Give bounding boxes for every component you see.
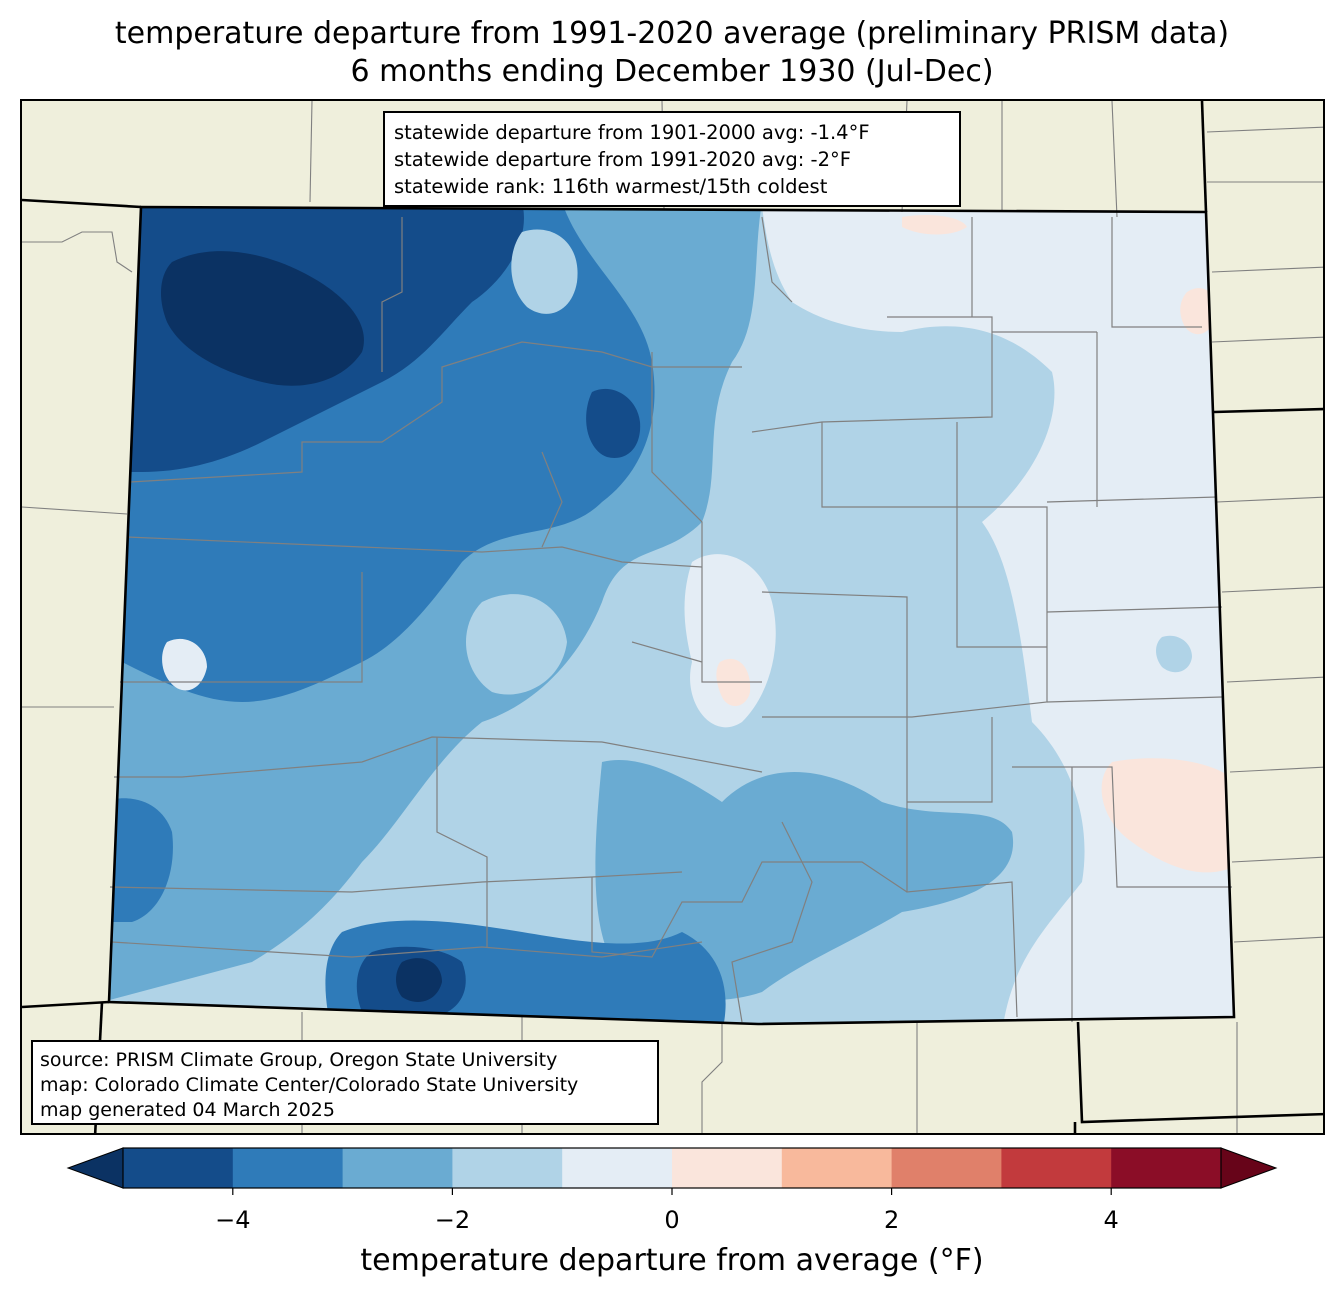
colorbar-cell: [781, 1148, 893, 1188]
colorbar-tick-label: 0: [664, 1206, 679, 1234]
field-below-minus5-south: [396, 958, 442, 1002]
colorbar-cell: [562, 1148, 673, 1188]
colorbar-tick-label: −2: [435, 1206, 470, 1234]
colorado-map: [22, 101, 1323, 1133]
county-lines: [109, 216, 1232, 1023]
colorbar-label: temperature departure from average (°F): [360, 1243, 984, 1278]
colorbar-cell: [891, 1148, 1002, 1188]
colorbar-cells: [66, 1147, 1278, 1189]
field-north-park-minus5-to-minus4: [586, 388, 641, 458]
source-box: source: PRISM Climate Group, Oregon Stat…: [31, 1040, 659, 1125]
colorbar-cell: [342, 1148, 453, 1188]
colorbar-over-arrow: [1220, 1147, 1278, 1189]
field-light-pocket-4: [1156, 635, 1192, 673]
colorbar-cell: [232, 1148, 344, 1188]
colorbar-cell: [1111, 1148, 1222, 1188]
colorbar-tick-label: −4: [215, 1206, 250, 1234]
colorbar-cell: [452, 1148, 563, 1188]
map-title-line2: 6 months ending December 1930 (Jul-Dec): [350, 54, 994, 89]
colorbar-ticks: −4 −2 0 2 4: [215, 1188, 1119, 1234]
colorbar: −4 −2 0 2 4: [66, 1147, 1278, 1234]
temperature-field: [109, 207, 1234, 1024]
colorbar-cell: [123, 1148, 234, 1188]
field-south-central-minus3-to-minus2: [595, 760, 1014, 1001]
field-light-pocket-3: [465, 594, 567, 695]
map-panel: [20, 99, 1325, 1135]
field-southwest-minus4-to-minus3: [109, 798, 173, 922]
stat-departure-1901-2000: statewide departure from 1901-2000 avg: …: [394, 121, 870, 144]
field-warm-pocket-southeast: [1101, 758, 1234, 873]
source-credit: source: PRISM Climate Group, Oregon Stat…: [40, 1049, 558, 1071]
colorbar-cell: [672, 1148, 783, 1188]
field-front-range-near-normal: [684, 554, 776, 728]
field-below-minus5-northwest: [160, 251, 364, 386]
generated-date: map generated 04 March 2025: [40, 1099, 335, 1121]
colorbar-cell: [1001, 1148, 1112, 1188]
colorbar-tick-label: 2: [884, 1206, 899, 1234]
map-title-line1: temperature departure from 1991-2020 ave…: [114, 16, 1230, 51]
stat-departure-1991-2020: statewide departure from 1991-2020 avg: …: [394, 148, 851, 171]
statewide-stats-box: statewide departure from 1901-2000 avg: …: [383, 111, 961, 207]
map-credit: map: Colorado Climate Center/Colorado St…: [40, 1074, 579, 1096]
field-light-pocket-2: [162, 638, 207, 691]
field-light-pocket-1: [511, 229, 578, 314]
colorbar-tick-label: 4: [1104, 1206, 1119, 1234]
colorbar-under-arrow: [66, 1147, 124, 1189]
stat-rank: statewide rank: 116th warmest/15th colde…: [394, 175, 828, 198]
field-warm-pocket-north: [902, 215, 967, 235]
